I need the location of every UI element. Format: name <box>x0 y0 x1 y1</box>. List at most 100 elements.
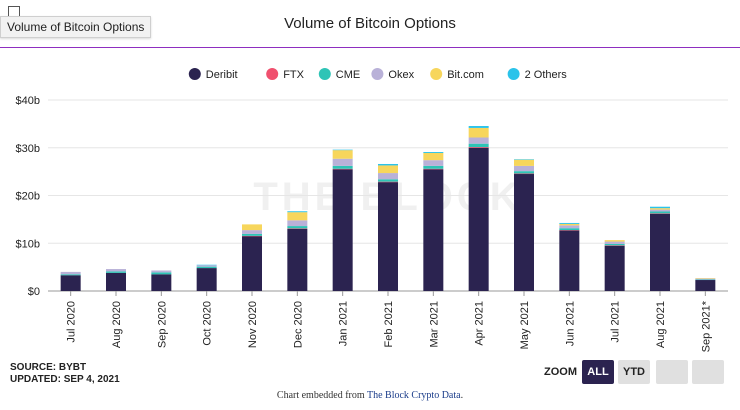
bar-segment-2-others <box>378 163 398 166</box>
bar-segment-cme <box>604 243 625 246</box>
bar-segment-deribit <box>514 174 534 291</box>
bar-segment-bit-com <box>468 127 489 138</box>
x-tick-label: Aug 2021 <box>655 301 667 348</box>
bar-segment-cme <box>332 165 353 169</box>
bar-segment-cme <box>287 226 308 229</box>
bar-segment-deribit <box>423 169 444 291</box>
bar-segment-cme <box>196 266 217 269</box>
bar-segment-deribit <box>378 182 398 291</box>
embed-credit: Chart embedded from The Block Crypto Dat… <box>0 390 740 401</box>
bar-segment-okex <box>287 220 308 227</box>
bar-segment-bit-com <box>514 159 534 166</box>
bar-segment-cme <box>60 274 81 276</box>
bar-segment-deribit <box>695 280 716 291</box>
x-tick-label: Jun 2021 <box>564 301 576 346</box>
legend-label: Okex <box>388 69 414 81</box>
legend-label: Bit.com <box>447 69 484 81</box>
source-info: SOURCE: BYBT UPDATED: SEP 4, 2021 <box>10 362 120 386</box>
embed-prefix: Chart embedded from <box>276 390 367 401</box>
bar-segment-okex <box>559 225 580 229</box>
bar-segment-cme <box>106 271 126 273</box>
bar-segment-ftx <box>378 181 398 183</box>
bar-segment-deribit <box>287 228 308 291</box>
bar-segment-cme <box>151 272 172 275</box>
bar-segment-bit-com <box>242 224 262 231</box>
bar-segment-2-others <box>650 206 670 209</box>
bar-segment-bit-com <box>332 150 353 159</box>
zoom-button-4[interactable] <box>692 360 724 384</box>
bar-segment-bit-com <box>695 278 716 279</box>
legend-marker <box>507 68 520 80</box>
x-tick-label: Jan 2021 <box>338 301 350 346</box>
bar-segment-2-others <box>287 211 308 213</box>
x-tick-label: Jul 2021 <box>610 301 622 343</box>
bar-segment-2-others <box>514 159 534 160</box>
embed-link[interactable]: The Block Crypto Data <box>366 390 461 401</box>
bar-segment-deribit <box>60 275 81 291</box>
x-tick-label: Aug 2020 <box>111 301 123 348</box>
bar-segment-ftx <box>514 173 534 175</box>
legend-marker <box>188 68 201 80</box>
bar-segment-ftx <box>559 230 580 231</box>
bar-segment-okex <box>332 158 353 166</box>
source-label: SOURCE: BYBT <box>10 362 87 373</box>
bar-segment-2-others <box>559 222 580 224</box>
bar-segment-okex <box>106 269 126 272</box>
bar-segment-cme <box>423 165 444 169</box>
zoom-button-3[interactable] <box>656 360 688 384</box>
bar-segment-deribit <box>468 147 489 291</box>
bar-segment-bit-com <box>423 153 444 161</box>
x-tick-label: Sep 2021* <box>700 300 712 352</box>
bar-segment-okex <box>60 271 81 275</box>
bar-segment-ftx <box>468 147 489 148</box>
bar-segment-ftx <box>242 235 262 237</box>
zoom-label: ZOOM <box>544 366 577 378</box>
bar-segment-okex <box>242 230 262 234</box>
legend-marker <box>318 68 331 80</box>
y-tick-label: $10b <box>16 238 40 250</box>
legend-label: Deribit <box>206 69 238 81</box>
x-tick-label: Mar 2021 <box>428 301 440 347</box>
zoom-ytd-button[interactable]: YTD <box>618 360 650 384</box>
x-tick-label: May 2021 <box>519 301 531 349</box>
bar-segment-okex <box>604 241 625 244</box>
bar-segment-cme <box>559 228 580 231</box>
x-tick-label: Nov 2020 <box>247 301 259 348</box>
bar-segment-deribit <box>106 272 126 291</box>
y-tick-label: $20b <box>16 191 40 203</box>
bar-segment-deribit <box>604 245 625 291</box>
bar-segment-bit-com <box>604 240 625 242</box>
bar-segment-okex <box>196 265 217 267</box>
legend-label: FTX <box>283 69 304 81</box>
bar-segment-deribit <box>151 274 172 291</box>
bar-segment-2-others <box>423 152 444 154</box>
zoom-all-button[interactable]: ALL <box>582 360 614 384</box>
bar-segment-bit-com <box>378 165 398 174</box>
bar-segment-bit-com <box>650 208 670 210</box>
bar-segment-ftx <box>332 168 353 170</box>
bar-segment-okex <box>151 270 172 273</box>
bar-segment-2-others <box>332 149 353 151</box>
chart-title: Volume of Bitcoin Options <box>284 15 456 32</box>
bar-segment-okex <box>514 165 534 172</box>
bar-segment-bit-com <box>559 223 580 226</box>
title-tooltip: Volume of Bitcoin Options <box>0 16 152 38</box>
bar-segment-ftx <box>604 245 625 246</box>
y-tick-label: $0 <box>28 286 40 298</box>
chart-header: Volume of Bitcoin Options Volume of Bitc… <box>0 0 740 48</box>
bar-segment-deribit <box>650 213 670 291</box>
bar-segment-cme <box>650 211 670 214</box>
bar-segment-okex <box>650 209 670 212</box>
bar-segment-cme <box>468 143 489 148</box>
bar-segment-deribit <box>332 169 353 291</box>
bar-segment-ftx <box>650 213 670 214</box>
x-tick-label: Oct 2020 <box>202 301 214 346</box>
bar-segment-deribit <box>196 268 217 291</box>
updated-label: UPDATED: SEP 4, 2021 <box>10 374 120 385</box>
bar-segment-2-others <box>468 126 489 128</box>
bar-segment-cme <box>514 171 534 174</box>
bar-segment-cme <box>378 179 398 182</box>
legend-marker <box>371 68 384 80</box>
bar-segment-bit-com <box>287 212 308 221</box>
